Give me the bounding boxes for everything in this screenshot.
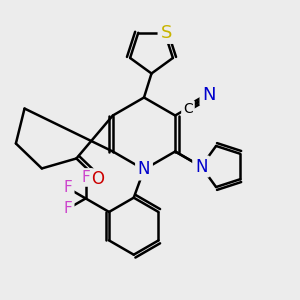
Text: C: C [183,102,193,116]
Text: F: F [80,170,91,185]
Text: S: S [160,24,172,42]
Text: F: F [63,201,72,216]
Text: N: N [194,158,208,175]
Text: F: F [81,170,90,185]
Text: F: F [62,201,73,216]
Text: N: N [137,160,151,178]
Text: S: S [160,24,173,42]
Text: N: N [195,158,207,175]
Text: C: C [183,102,193,116]
Text: F: F [62,180,73,195]
Text: N: N [202,86,216,104]
Text: O: O [91,170,105,188]
Text: N: N [202,86,217,104]
Text: N: N [138,160,150,178]
Text: F: F [63,180,72,195]
Text: O: O [92,170,104,188]
